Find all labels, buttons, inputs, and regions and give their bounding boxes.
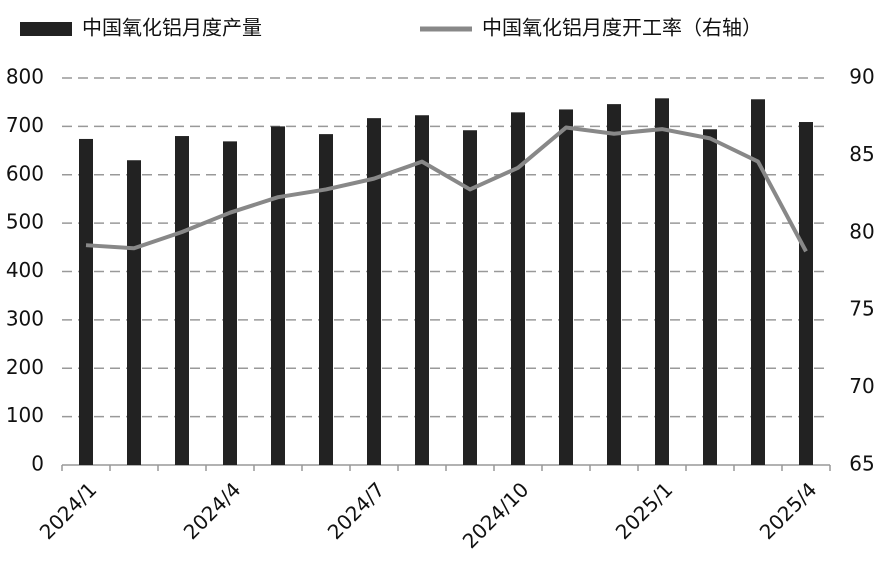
y-tick-label: 0 [31,452,44,476]
y2-tick-label: 85 [849,142,874,166]
bar [559,109,573,465]
x-tick-label: 2025/1 [611,477,678,544]
bar [655,98,669,465]
x-tick-label: 2024/4 [179,477,246,544]
bar [703,129,717,465]
bar [79,138,93,465]
y2-tick-label: 75 [849,297,874,321]
x-tick-label: 2024/7 [323,477,390,544]
legend-swatch [20,22,72,36]
bar [415,115,429,465]
legend-label: 中国氧化铝月度产量 [82,16,262,40]
y-tick-label: 500 [6,210,44,234]
bar [319,134,333,466]
x-tick-label: 2024/10 [458,477,534,553]
y2-tick-label: 80 [849,219,874,243]
bar [463,130,477,465]
bar [607,104,621,465]
y2-tick-label: 70 [849,374,874,398]
y-tick-label: 200 [6,355,44,379]
legend-label: 中国氧化铝月度开工率（右轴） [482,16,762,40]
y-tick-label: 300 [6,306,44,330]
line [85,125,808,253]
bar [367,118,381,466]
y-tick-label: 800 [6,65,44,89]
y-tick-label: 700 [6,113,44,137]
bar [271,126,285,465]
bar [175,136,189,466]
bar [223,141,237,465]
y2-tick-label: 65 [849,452,874,476]
bar [751,99,765,465]
bar [511,112,525,465]
bar [127,160,141,466]
bar [799,122,813,466]
y-tick-label: 600 [6,161,44,185]
x-tick-label: 2025/4 [755,477,822,544]
x-tick-label: 2024/1 [35,477,102,544]
y2-tick-label: 90 [849,65,874,89]
y-tick-label: 100 [6,403,44,427]
y-tick-label: 400 [6,258,44,282]
